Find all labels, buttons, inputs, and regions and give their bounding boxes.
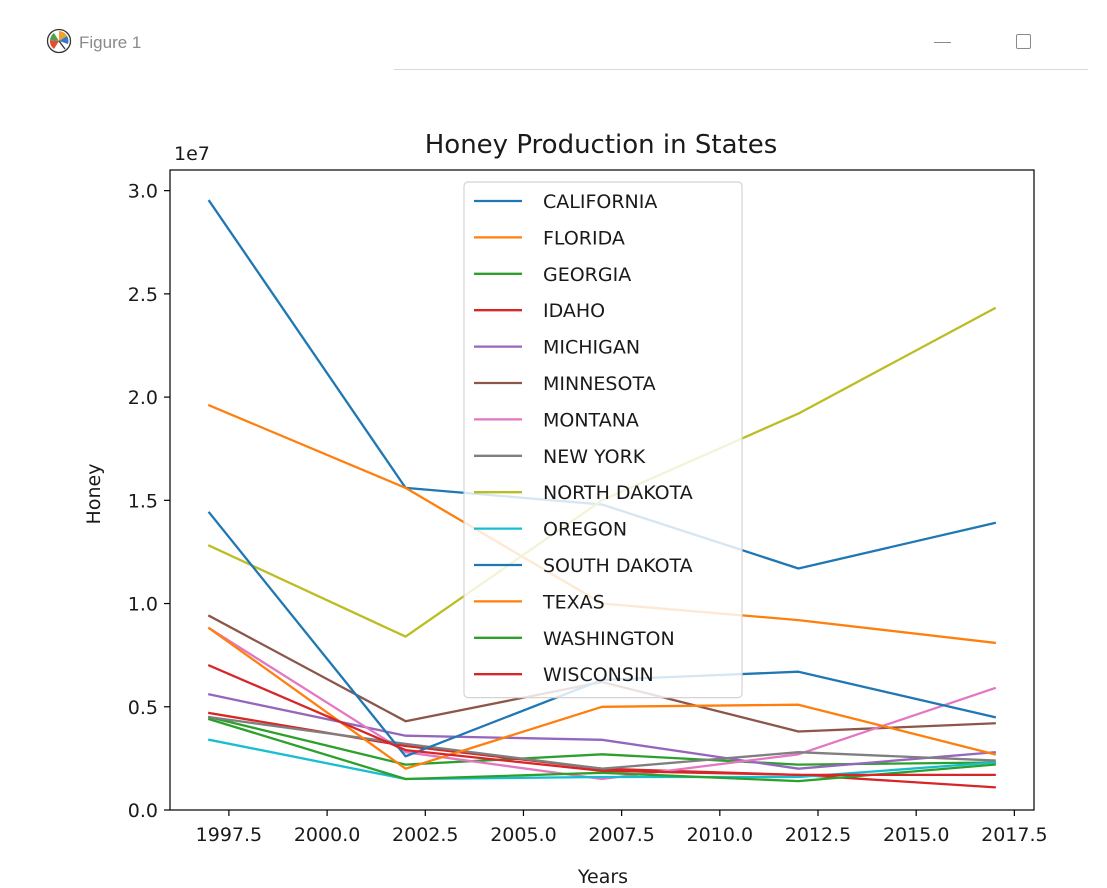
x-axis-label: Years — [577, 866, 628, 888]
legend-label: SOUTH DAKOTA — [543, 555, 693, 577]
y-tick-label: 1.0 — [128, 594, 158, 616]
x-tick-label: 1997.5 — [196, 824, 262, 846]
legend-label: MINNESOTA — [543, 373, 656, 395]
y-tick-label: 0.5 — [128, 697, 158, 719]
x-tick-label: 2017.5 — [981, 824, 1047, 846]
x-tick-label: 2005.0 — [490, 824, 556, 846]
series-lines — [207, 199, 997, 789]
window-titlebar: Figure 1 — [0, 0, 1107, 86]
window-title: Figure 1 — [79, 33, 142, 52]
series-line-oregon — [207, 738, 996, 781]
toolbar-divider — [394, 69, 1088, 70]
x-tick-label: 2007.5 — [588, 824, 654, 846]
x-tick-label: 2015.0 — [883, 824, 949, 846]
series-line-montana — [207, 626, 997, 781]
legend-label: NEW YORK — [543, 446, 646, 468]
legend-label: MICHIGAN — [543, 337, 640, 359]
x-tick-label: 2002.5 — [392, 824, 458, 846]
x-tick-label: 2000.0 — [294, 824, 360, 846]
axis-ticks: 1997.5 2000.0 2002.5 2005.0 2007.5 2010.0 2012… — [128, 181, 1048, 846]
y-tick-label: 2.0 — [128, 387, 158, 409]
legend-label: MONTANA — [543, 409, 639, 431]
legend-label: OREGON — [543, 519, 627, 541]
legend-label: CALIFORNIA — [543, 191, 657, 213]
legend-label: WISCONSIN — [543, 664, 654, 686]
matplotlib-icon — [46, 28, 72, 54]
chart-title: Honey Production in States — [425, 130, 778, 160]
legend-label: FLORIDA — [543, 227, 625, 249]
legend-box — [463, 181, 743, 699]
legend-label: GEORGIA — [543, 264, 631, 286]
legend-label: IDAHO — [543, 300, 605, 322]
legend: CALIFORNIA FLORIDA GEORGIA IDAHO MICHIGAN MIN… — [463, 181, 743, 699]
y-axis-label: Honey — [83, 464, 105, 525]
y-tick-label: 2.5 — [128, 284, 158, 306]
y-tick-label: 0.0 — [128, 800, 158, 822]
x-tick-label: 2012.5 — [785, 824, 851, 846]
y-offset-label: 1e7 — [174, 143, 210, 165]
maximize-button[interactable] — [1004, 26, 1042, 58]
y-tick-label: 3.0 — [128, 181, 158, 203]
plot-frame — [169, 169, 1035, 811]
y-tick-label: 1.5 — [128, 490, 158, 512]
legend-label: NORTH DAKOTA — [543, 482, 693, 504]
minimize-button[interactable] — [924, 26, 962, 58]
series-line-michigan — [207, 693, 996, 770]
series-line-new-york — [208, 715, 996, 770]
x-tick-label: 2010.0 — [687, 824, 753, 846]
legend-label: WASHINGTON — [543, 628, 675, 650]
legend-label: TEXAS — [542, 591, 605, 613]
series-line-wisconsin — [207, 663, 996, 777]
